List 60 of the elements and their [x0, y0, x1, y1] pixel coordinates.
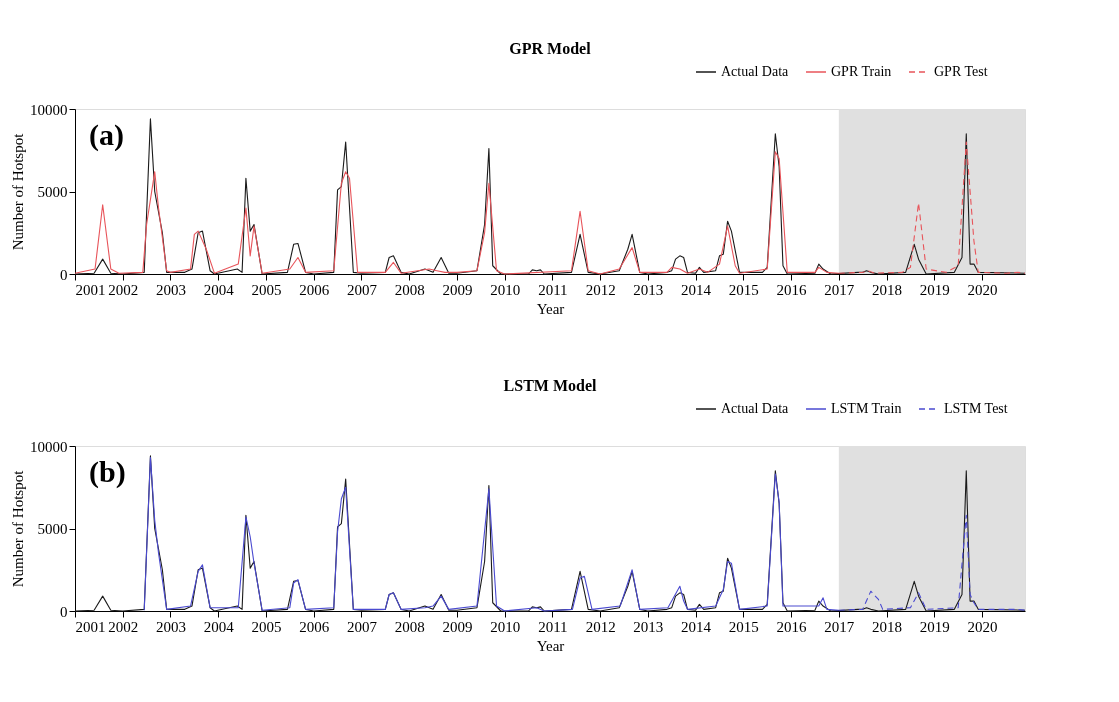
x-tick-label: 2004	[203, 281, 235, 298]
x-tick-label: 2003	[155, 618, 186, 635]
x-tick-label: 2009	[442, 618, 473, 635]
x-tick-label: 2019	[919, 281, 950, 298]
x-tick-label: 2001	[75, 281, 106, 298]
x-tick-label: 2006	[299, 281, 330, 298]
x-tick-label: 2014	[681, 281, 712, 298]
y-tick-label: 0	[60, 603, 68, 620]
y-tick-label: 5000	[37, 184, 68, 200]
x-tick-label: 2005	[251, 281, 282, 298]
x-tick-label: 2011	[538, 618, 568, 635]
x-axis-title: Year	[536, 300, 565, 317]
x-tick-label: 2018	[872, 618, 903, 635]
x-tick-label: 2020	[967, 618, 998, 635]
legend-label: Actual Data	[721, 401, 790, 416]
x-tick-label: 2002	[108, 281, 139, 298]
x-tick-label: 2009	[442, 281, 473, 298]
chart-title: LSTM Model	[503, 377, 597, 394]
legend-label: Actual Data	[721, 64, 790, 79]
x-tick-label: 2013	[633, 618, 664, 635]
y-tick-label: 10000	[30, 101, 68, 118]
x-axis-title: Year	[536, 637, 565, 654]
x-tick-label: 2016	[776, 281, 808, 298]
annotation: (b)	[89, 455, 126, 489]
y-tick-label: 10000	[30, 438, 68, 455]
x-tick-label: 2015	[728, 281, 759, 298]
y-axis-title: Number of Hotspot	[10, 132, 26, 251]
legend-label: GPR Train	[831, 64, 892, 79]
x-tick-label: 2006	[299, 618, 330, 635]
x-tick-label: 2005	[251, 618, 282, 635]
chart-title: GPR Model	[509, 40, 592, 57]
x-tick-label: 2015	[728, 618, 759, 635]
x-tick-label: 2007	[346, 618, 378, 635]
x-tick-label: 2007	[346, 281, 378, 298]
annotation: (a)	[89, 118, 124, 152]
x-tick-label: 2018	[872, 281, 903, 298]
x-tick-label: 2004	[203, 618, 235, 635]
x-tick-label: 2002	[108, 618, 139, 635]
x-tick-label: 2012	[585, 281, 616, 298]
x-tick-label: 2011	[538, 281, 568, 298]
x-tick-label: 2003	[155, 281, 186, 298]
legend-label: LSTM Test	[944, 401, 1008, 416]
x-tick-label: 2014	[681, 618, 712, 635]
x-tick-label: 2013	[633, 281, 664, 298]
legend-label: GPR Test	[934, 64, 988, 79]
y-axis-title: Number of Hotspot	[10, 469, 26, 588]
x-tick-label: 2010	[490, 281, 521, 298]
x-tick-label: 2010	[490, 618, 521, 635]
x-tick-label: 2001	[75, 618, 106, 635]
x-tick-label: 2017	[824, 281, 855, 298]
x-tick-label: 2016	[776, 618, 808, 635]
y-tick-label: 0	[60, 266, 68, 283]
legend-label: LSTM Train	[831, 401, 902, 416]
x-tick-label: 2017	[824, 618, 855, 635]
x-tick-label: 2008	[394, 281, 425, 298]
y-tick-label: 5000	[37, 521, 68, 537]
x-tick-label: 2019	[919, 618, 950, 635]
x-tick-label: 2020	[967, 281, 998, 298]
x-tick-label: 2012	[585, 618, 616, 635]
x-tick-label: 2008	[394, 618, 425, 635]
